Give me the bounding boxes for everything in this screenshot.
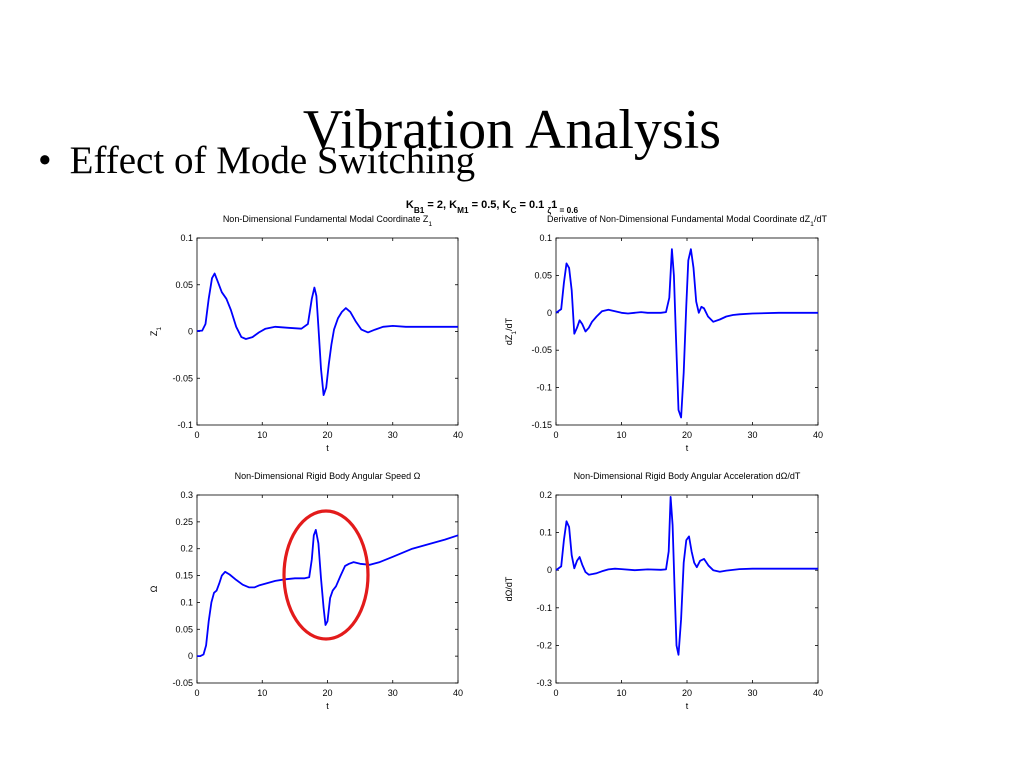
chart-panel-3: 0 10 20 30 40-0.0500.050.10.150.20.250.3Non-… bbox=[149, 471, 463, 711]
x-tick-label: 20 bbox=[682, 688, 692, 698]
x-tick-label: 30 bbox=[747, 430, 757, 440]
y-tick-label: -0.15 bbox=[531, 420, 552, 430]
x-tick-label: 0 bbox=[553, 688, 558, 698]
x-tick-label: 0 bbox=[194, 430, 199, 440]
x-tick-label: 40 bbox=[813, 688, 823, 698]
x-axis-label: t bbox=[326, 443, 329, 453]
chart-title: Non-Dimensional Rigid Body Angular Speed… bbox=[235, 471, 421, 481]
x-axis-label: t bbox=[686, 443, 689, 453]
x-tick-label: 10 bbox=[257, 688, 267, 698]
series-line bbox=[197, 529, 459, 657]
axes-box bbox=[555, 237, 819, 426]
axes-box bbox=[196, 494, 459, 684]
x-tick-label: 10 bbox=[616, 430, 626, 440]
axes-box bbox=[196, 237, 459, 426]
x-tick-label: 20 bbox=[682, 430, 692, 440]
y-axis-label: dZ1/dT bbox=[504, 317, 518, 345]
y-tick-label: -0.1 bbox=[177, 420, 193, 430]
y-tick-label: 0.2 bbox=[180, 544, 193, 554]
x-tick-label: 0 bbox=[553, 430, 558, 440]
y-tick-label: 0 bbox=[188, 651, 193, 661]
series-line bbox=[196, 272, 458, 397]
x-tick-label: 30 bbox=[388, 430, 398, 440]
x-axis-label: t bbox=[686, 701, 689, 711]
y-tick-label: 0.25 bbox=[175, 517, 193, 527]
chart-panel-1: 0 10 20 30 40 -0.1 -0.05 0 0.05 0.1 Non-Dimensiona… bbox=[149, 214, 463, 453]
x-tick-label: 40 bbox=[453, 430, 463, 440]
x-tick-label: 40 bbox=[813, 430, 823, 440]
y-tick-label: 0.05 bbox=[534, 270, 552, 280]
y-axis-label: dΩ/dT bbox=[504, 576, 514, 601]
series-line bbox=[555, 495, 818, 656]
y-tick-label: 0 bbox=[547, 565, 552, 575]
y-tick-label: -0.05 bbox=[172, 678, 193, 688]
y-tick-label: -0.05 bbox=[531, 345, 552, 355]
bullet-text: Effect of Mode Switching bbox=[69, 139, 476, 182]
x-tick-label: 30 bbox=[388, 688, 398, 698]
y-tick-label: 0.1 bbox=[180, 597, 193, 607]
y-tick-label: -0.2 bbox=[536, 640, 552, 650]
x-axis-label: t bbox=[326, 701, 329, 711]
chart-panel-4: 0 10 20 30 40 -0.3 -0.2 -0.1 0 0.1 0.2 Non-Dimensio… bbox=[504, 471, 823, 711]
chart-panel-2: 0 10 20 30 40 -0.15 -0.1 -0.05 0 0.05 0.1 Derivativ… bbox=[504, 214, 827, 453]
y-tick-label: 0.05 bbox=[175, 280, 193, 290]
bullet-item: • Effect of Mode Switching bbox=[38, 138, 475, 183]
panels: 0 10 20 30 40-0.1-0.0500.050.1Non-Dimensiona… bbox=[149, 214, 827, 711]
y-axis-label: Ω bbox=[149, 585, 159, 592]
y-tick-label: -0.3 bbox=[536, 678, 552, 688]
x-tick-label: 20 bbox=[322, 430, 332, 440]
y-tick-label: 0.3 bbox=[180, 490, 193, 500]
highlight-circle bbox=[282, 509, 370, 641]
x-tick-label: 30 bbox=[747, 688, 757, 698]
y-tick-label: 0.05 bbox=[175, 624, 193, 634]
figure-suptitle: KB1 = 2, KM1 = 0.5, KC = 0.1 ζ1 = 0.6 bbox=[406, 199, 579, 215]
slide-title: Vibration Analysis bbox=[302, 99, 722, 161]
series-line bbox=[555, 248, 818, 419]
chart-title: Derivative of Non-Dimensional Fundamenta… bbox=[547, 214, 827, 228]
x-tick-label: 40 bbox=[453, 688, 463, 698]
chart-title: Non-Dimensional Fundamental Modal Coordi… bbox=[223, 214, 433, 228]
bullet-marker: • bbox=[38, 139, 52, 182]
x-tick-label: 10 bbox=[616, 688, 626, 698]
y-tick-label: 0 bbox=[547, 308, 552, 318]
y-tick-label: 0.1 bbox=[539, 233, 552, 243]
y-tick-label: 0 bbox=[188, 327, 193, 337]
y-tick-label: -0.05 bbox=[172, 373, 193, 383]
y-tick-label: 0.15 bbox=[175, 571, 193, 581]
y-axis-label: Z1 bbox=[149, 327, 163, 337]
x-tick-label: 0 bbox=[194, 688, 199, 698]
y-tick-label: 0.1 bbox=[180, 233, 193, 243]
x-tick-label: 20 bbox=[322, 688, 332, 698]
y-tick-label: 0.2 bbox=[539, 490, 552, 500]
x-tick-label: 10 bbox=[257, 430, 267, 440]
y-tick-label: 0.1 bbox=[539, 528, 552, 538]
axes-box bbox=[555, 494, 819, 684]
y-tick-label: -0.1 bbox=[536, 603, 552, 613]
chart-title: Non-Dimensional Rigid Body Angular Accel… bbox=[574, 471, 801, 481]
y-tick-label: -0.1 bbox=[536, 383, 552, 393]
